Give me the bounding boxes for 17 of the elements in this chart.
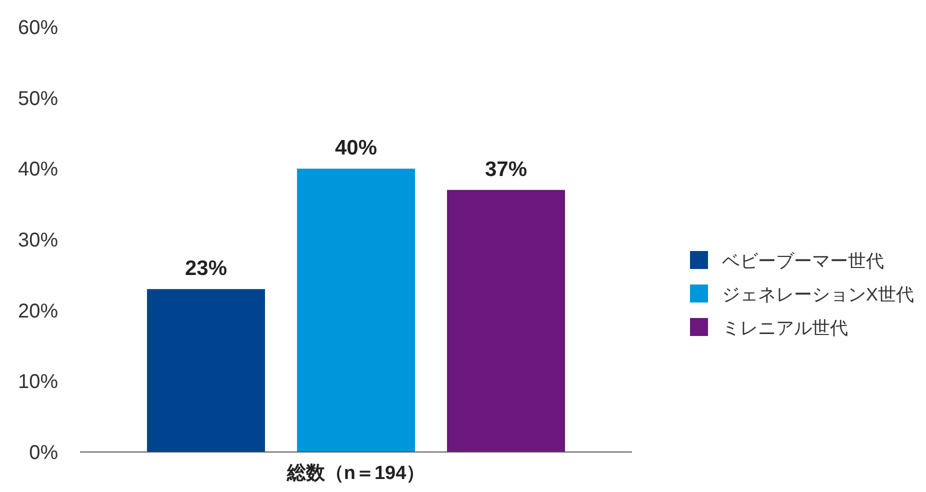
y-tick-label: 50% — [18, 88, 58, 110]
x-tick-label: 総数（n＝194） — [286, 463, 426, 484]
legend-label: ベビーブーマー世代 — [722, 251, 884, 271]
bar — [147, 289, 265, 452]
data-label: 37% — [484, 158, 528, 181]
y-tick-label: 0% — [29, 442, 58, 464]
y-tick-label: 20% — [18, 300, 58, 322]
data-label: 40% — [334, 136, 378, 160]
legend-label: ジェネレーションX世代 — [722, 284, 914, 304]
y-tick-label: 30% — [18, 230, 58, 252]
y-tick-label: 10% — [18, 371, 58, 394]
legend-label: ミレニアル世代 — [722, 318, 848, 338]
y-tick-label: 60% — [18, 17, 58, 39]
bar — [447, 190, 565, 452]
y-tick-label: 40% — [18, 158, 58, 181]
data-label: 23% — [184, 257, 228, 280]
bar — [297, 168, 415, 452]
